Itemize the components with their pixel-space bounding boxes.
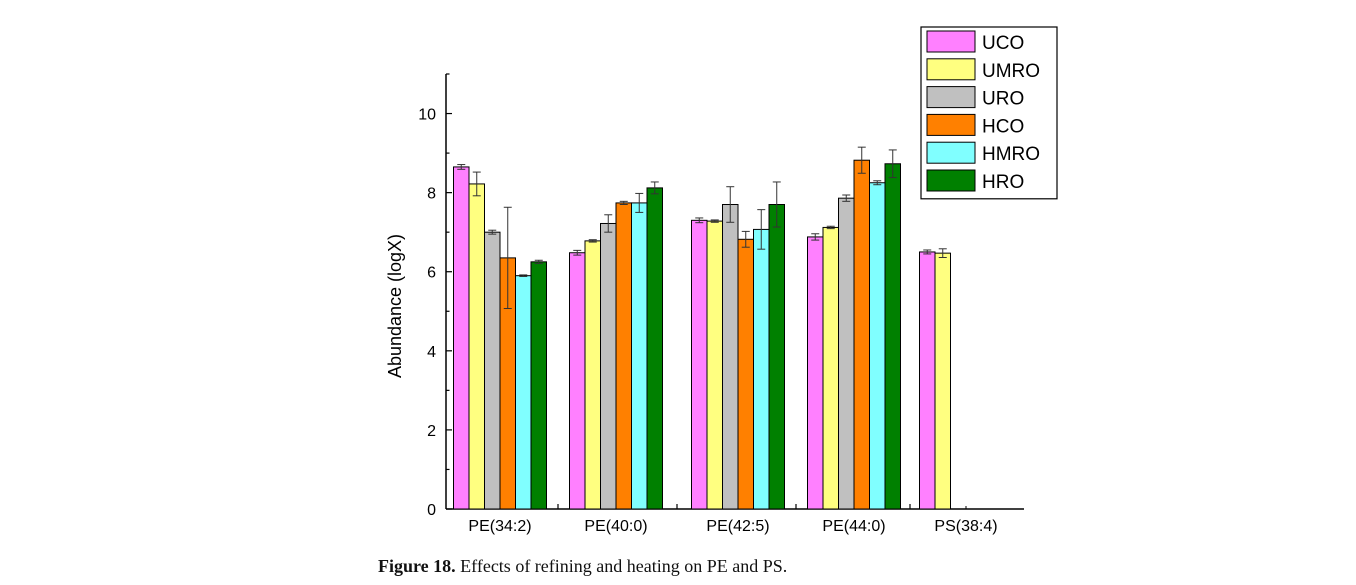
bar [631, 202, 648, 510]
x-tick-label: PE(40:0) [584, 518, 647, 535]
y-tick-label: 4 [427, 344, 436, 361]
bar [934, 252, 951, 510]
legend-swatch [926, 113, 976, 136]
chart-legend: UCO UMRO URO HCO HMRO HRO [920, 26, 1058, 200]
bar [869, 182, 886, 510]
bar [919, 251, 936, 510]
bar [706, 220, 723, 510]
bar [515, 275, 532, 510]
legend-label: HRO [982, 172, 1024, 193]
legend-swatch [926, 141, 976, 164]
bar [646, 187, 663, 510]
x-tick-label: PS(38:4) [934, 518, 997, 535]
legend-label: URO [982, 89, 1024, 110]
y-axis-label: Abundance (logX) [385, 234, 405, 378]
bar [737, 238, 754, 510]
bar-chart: 0 2 4 6 8 10 PE(34:2) PE(40:0) PE(42:5) PE(44:0) P… [385, 26, 1058, 535]
y-tick-label: 8 [427, 186, 436, 203]
bar [838, 197, 855, 510]
bar [853, 159, 870, 510]
legend-label: HCO [982, 116, 1024, 137]
chart-axes: 0 2 4 6 8 10 PE(34:2) PE(40:0) PE(42:5) PE(44:0) P… [418, 73, 1024, 535]
x-tick-label: PE(44:0) [822, 518, 885, 535]
figure-caption: Figure 18. Effects of refining and heati… [378, 556, 787, 577]
bar [822, 226, 839, 510]
legend-label: UCO [982, 33, 1024, 54]
legend-box [920, 26, 1058, 200]
x-tick-label: PE(34:2) [468, 518, 531, 535]
bar [453, 166, 470, 510]
bar [691, 219, 708, 510]
bar [753, 228, 770, 510]
figure-caption-text: Effects of refining and heating on PE an… [460, 556, 788, 576]
bar [468, 183, 485, 510]
figure-caption-label: Figure 18. [378, 556, 456, 576]
y-tick-label: 10 [418, 107, 436, 124]
legend-label: UMRO [982, 61, 1040, 82]
bar [484, 231, 501, 510]
legend-swatch [926, 30, 976, 53]
bar [722, 204, 739, 510]
legend-label: HMRO [982, 144, 1040, 165]
bar [807, 236, 824, 510]
legend-swatch [926, 58, 976, 81]
y-tick-label: 0 [427, 502, 436, 519]
chart-bars [453, 146, 951, 510]
y-tick-label: 2 [427, 423, 436, 440]
legend-swatch [926, 86, 976, 109]
bar [530, 261, 547, 510]
bar [600, 222, 617, 510]
bar [768, 204, 785, 510]
x-tick-label: PE(42:5) [706, 518, 769, 535]
legend-swatch [926, 169, 976, 192]
bar [569, 252, 586, 510]
bar [884, 163, 901, 510]
y-tick-label: 6 [427, 265, 436, 282]
bar [615, 202, 632, 510]
bar [584, 240, 601, 510]
